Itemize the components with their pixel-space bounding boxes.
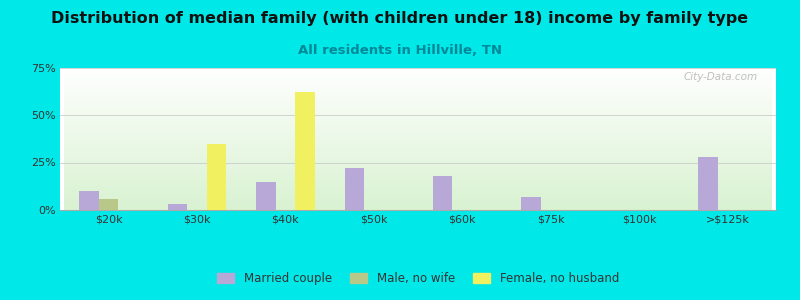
Bar (168, 204, 187, 210)
Bar (698, 157, 718, 210)
Bar (256, 182, 276, 210)
Bar (295, 92, 314, 210)
Bar (206, 143, 226, 210)
Bar (433, 176, 453, 210)
Bar (345, 168, 364, 210)
Legend: Married couple, Male, no wife, Female, no husband: Married couple, Male, no wife, Female, n… (212, 267, 624, 290)
Bar (79, 191, 99, 210)
Text: All residents in Hillville, TN: All residents in Hillville, TN (298, 44, 502, 56)
Bar (99, 199, 118, 210)
Text: City-Data.com: City-Data.com (684, 72, 758, 82)
Bar (522, 197, 541, 210)
Text: Distribution of median family (with children under 18) income by family type: Distribution of median family (with chil… (51, 11, 749, 26)
